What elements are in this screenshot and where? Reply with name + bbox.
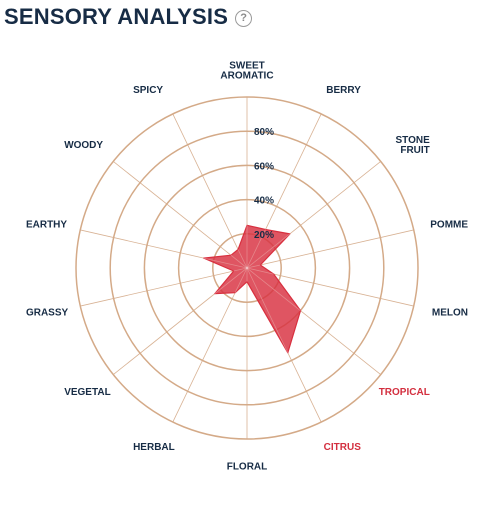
tick-label: 40% bbox=[254, 196, 274, 207]
axis-label: SWEET AROMATIC bbox=[220, 61, 273, 82]
tick-label: 60% bbox=[254, 161, 274, 172]
data-spoke bbox=[246, 264, 261, 269]
axis-label-line: WOODY bbox=[64, 140, 103, 151]
chart-header: SENSORY ANALYSIS ? bbox=[4, 2, 253, 32]
axis-label: GRASSY bbox=[26, 308, 69, 319]
data-spoke bbox=[246, 233, 291, 269]
tick-label: 20% bbox=[254, 230, 274, 241]
axis-label: TROPICAL bbox=[379, 387, 430, 398]
data-spoke bbox=[246, 267, 274, 275]
data-spoke bbox=[246, 267, 301, 311]
axis-label-line: FRUIT bbox=[400, 145, 429, 156]
spoke-line bbox=[113, 161, 248, 269]
axis-label: FLORAL bbox=[227, 462, 268, 473]
axis-label-line: BERRY bbox=[326, 85, 361, 96]
data-spoke bbox=[230, 254, 248, 269]
spoke-line bbox=[80, 267, 248, 307]
axis-label-line: STONE bbox=[396, 135, 431, 146]
axis-label: POMME bbox=[430, 219, 468, 230]
data-spoke bbox=[233, 267, 248, 272]
spoke-line bbox=[246, 267, 414, 307]
data-spoke bbox=[234, 267, 248, 293]
axis-label-line: CITRUS bbox=[324, 442, 362, 453]
axis-label-line: HERBAL bbox=[133, 442, 175, 453]
data-spoke bbox=[203, 257, 248, 269]
axis-label: EARTHY bbox=[26, 219, 67, 230]
axis-label-line: VEGETAL bbox=[64, 387, 110, 398]
axis-label-line: FLORAL bbox=[227, 462, 268, 473]
spoke-line bbox=[172, 267, 248, 423]
spoke-line bbox=[172, 113, 248, 269]
axis-label: CITRUS bbox=[324, 442, 362, 453]
axis-label: HERBAL bbox=[133, 442, 175, 453]
radar-tick-labels: 20% 40% 60% 80% bbox=[254, 127, 274, 241]
data-spoke bbox=[237, 249, 248, 269]
axis-label-line: TROPICAL bbox=[379, 387, 430, 398]
data-spoke bbox=[246, 267, 289, 353]
axis-label: WOODY bbox=[64, 140, 103, 151]
axis-label: STONE FRUIT bbox=[396, 135, 431, 156]
axis-label: SPICY bbox=[133, 85, 163, 96]
data-spoke bbox=[214, 267, 248, 294]
page-title: SENSORY ANALYSIS bbox=[4, 4, 229, 29]
axis-label-line: SPICY bbox=[133, 85, 163, 96]
axis-label-line: SWEET bbox=[229, 61, 265, 72]
axis-label: VEGETAL bbox=[64, 387, 110, 398]
axis-label-line: MELON bbox=[432, 308, 468, 319]
spoke-line bbox=[246, 229, 414, 269]
radar-data bbox=[203, 224, 302, 354]
data-area bbox=[203, 224, 302, 354]
axis-label: BERRY bbox=[326, 85, 361, 96]
tick-label: 80% bbox=[254, 127, 274, 138]
axis-label: MELON bbox=[432, 308, 468, 319]
axis-label-line: EARTHY bbox=[26, 219, 67, 230]
help-icon[interactable]: ? bbox=[235, 9, 253, 27]
data-spoke bbox=[246, 229, 266, 269]
axis-label-line: POMME bbox=[430, 219, 468, 230]
radar-axis-labels: SWEET AROMATIC BERRY STONE FRUIT POMME MELON TR… bbox=[26, 61, 468, 473]
axis-label-line: GRASSY bbox=[26, 308, 69, 319]
axis-label-line: AROMATIC bbox=[220, 71, 273, 82]
